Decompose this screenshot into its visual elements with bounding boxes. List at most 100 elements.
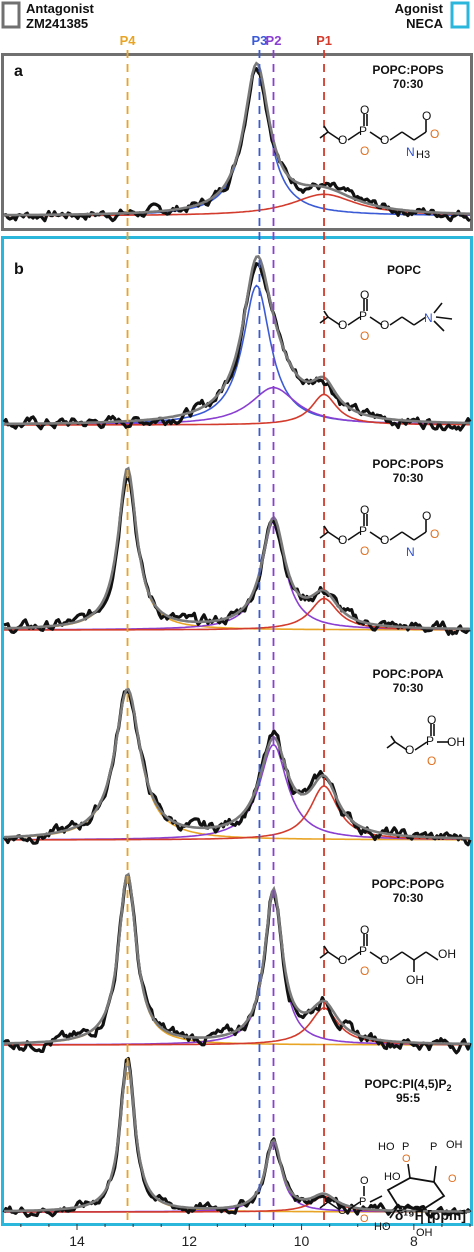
panel-b-frame xyxy=(1,236,473,1226)
total-fit xyxy=(4,466,471,631)
total-fit xyxy=(4,254,471,426)
total-fit xyxy=(4,1059,471,1213)
x-axis: 14 12 10 8 xyxy=(20,1224,471,1249)
legend-agonist-swatch xyxy=(450,1,470,29)
svg-text:O: O xyxy=(338,133,347,147)
svg-text:O: O xyxy=(338,318,347,332)
svg-text:P: P xyxy=(359,309,367,323)
svg-text:P: P xyxy=(359,524,367,538)
svg-text:H3: H3 xyxy=(416,149,430,161)
component-P1 xyxy=(4,1007,470,1046)
panel-label: a xyxy=(14,63,23,80)
svg-text:O: O xyxy=(380,318,389,332)
svg-text:O: O xyxy=(427,754,436,768)
structure-pops-a: O P O O O O O N H3 xyxy=(319,103,439,161)
svg-text:O: O xyxy=(448,1173,457,1185)
svg-text:O: O xyxy=(360,144,369,158)
svg-text:P: P xyxy=(359,1196,366,1208)
structure-popg: O P O O O OH OH xyxy=(319,923,456,987)
panel-title-ratio: 70:30 xyxy=(393,471,424,485)
svg-text:O: O xyxy=(338,533,347,547)
svg-text:O: O xyxy=(360,103,369,117)
legend-antagonist-compound: ZM241385 xyxy=(26,16,88,31)
svg-text:O: O xyxy=(422,509,431,523)
svg-text:O: O xyxy=(360,1175,369,1187)
svg-text:O: O xyxy=(405,743,414,757)
svg-text:N: N xyxy=(424,311,433,325)
component-P2 xyxy=(4,891,471,1046)
x-tick-label: 10 xyxy=(294,1233,310,1249)
svg-text:O: O xyxy=(360,1213,369,1225)
svg-text:OH: OH xyxy=(447,735,465,749)
svg-text:HO: HO xyxy=(374,1221,391,1233)
svg-text:OH: OH xyxy=(446,1139,463,1151)
total-fit xyxy=(4,61,471,217)
svg-text:OH: OH xyxy=(438,947,456,961)
structure-pip2: O P O O HO HO P O P OH O OH HO xyxy=(319,1139,463,1239)
experimental-spectrum xyxy=(3,67,471,223)
panel-title-subscript: 2 xyxy=(447,1083,452,1093)
svg-text:O: O xyxy=(338,953,347,967)
total-fit xyxy=(4,872,470,1046)
svg-text:O: O xyxy=(360,964,369,978)
svg-text:HO: HO xyxy=(378,1141,395,1153)
structure-popa: O P O O OH xyxy=(386,713,465,768)
svg-text:O: O xyxy=(360,329,369,343)
panel-title: POPC:POPS xyxy=(372,457,443,471)
svg-text:P: P xyxy=(402,1141,409,1153)
panel-title-ratio: 95:5 xyxy=(396,1091,420,1105)
panel-title: POPC:POPG xyxy=(372,877,445,891)
legend-antagonist-label: Antagonist xyxy=(26,1,95,16)
panel-label: b xyxy=(14,261,24,278)
svg-text:O: O xyxy=(380,533,389,547)
svg-text:O: O xyxy=(430,127,439,141)
svg-text:O: O xyxy=(422,109,431,123)
svg-text:O: O xyxy=(360,288,369,302)
legend-agonist-label: Agonist xyxy=(395,1,444,16)
structure-popc: O P O O O N xyxy=(319,288,453,343)
x-axis-label: δ¹⁹F [ppm] xyxy=(395,1207,466,1223)
svg-text:O: O xyxy=(402,1153,411,1165)
svg-text:P: P xyxy=(359,124,367,138)
panel-title-ratio: 70:30 xyxy=(393,681,424,695)
experimental-spectrum xyxy=(3,476,471,636)
reference-label-P1: P1 xyxy=(316,33,332,48)
svg-text:P: P xyxy=(359,944,367,958)
structure-pops-b: O P O O O O O N xyxy=(319,503,439,559)
reference-lines xyxy=(126,50,325,1222)
panel-title: POPC:PI(4,5)P2 xyxy=(364,1077,451,1093)
svg-text:N: N xyxy=(406,145,415,159)
svg-text:O: O xyxy=(380,133,389,147)
svg-text:P: P xyxy=(426,734,434,748)
reference-label-P2: P2 xyxy=(266,33,282,48)
svg-text:O: O xyxy=(360,923,369,937)
total-fit xyxy=(3,687,470,840)
svg-text:P: P xyxy=(430,1141,437,1153)
svg-text:O: O xyxy=(338,1205,347,1217)
svg-text:O: O xyxy=(427,713,436,727)
panel-a-frame xyxy=(1,53,473,231)
svg-text:N: N xyxy=(406,545,415,559)
spectrum-panel-2: b POPC xyxy=(2,254,472,432)
svg-text:HO: HO xyxy=(384,1171,401,1183)
panel-title: POPC xyxy=(387,263,421,277)
svg-text:O: O xyxy=(360,503,369,517)
reference-label-P4: P4 xyxy=(120,33,137,48)
panel-title: POPC:POPA xyxy=(372,667,443,681)
panel-title-ratio: 70:30 xyxy=(393,77,424,91)
svg-text:OH: OH xyxy=(406,973,424,987)
legend-agonist-compound: NECA xyxy=(406,16,443,31)
reference-label-P3: P3 xyxy=(252,33,268,48)
x-tick-label: 12 xyxy=(181,1233,197,1249)
component-P4 xyxy=(3,468,470,631)
svg-text:O: O xyxy=(430,527,439,541)
svg-text:O: O xyxy=(380,953,389,967)
panel-title-ratio: 70:30 xyxy=(393,891,424,905)
